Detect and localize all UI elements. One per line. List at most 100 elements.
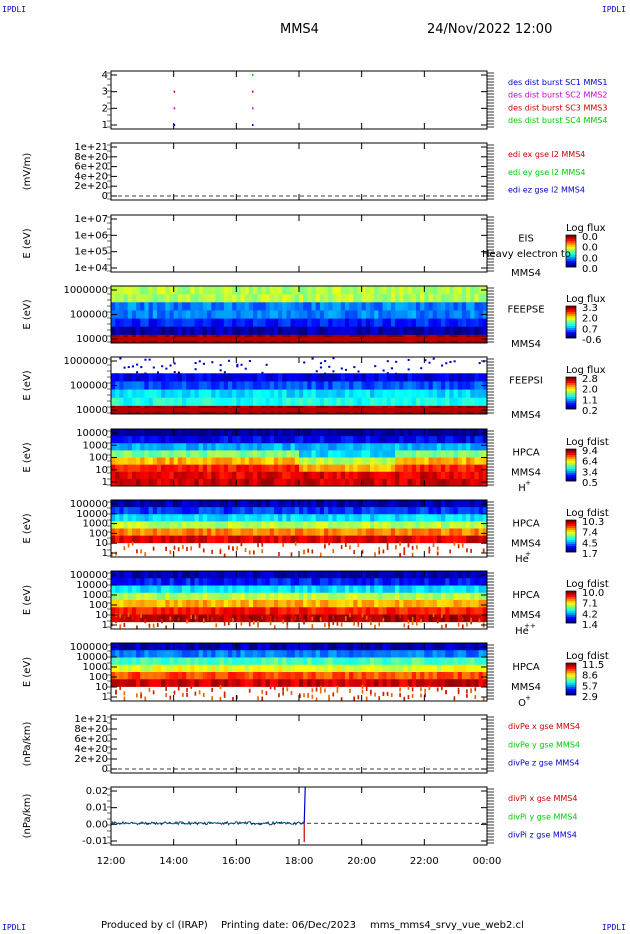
spectrogram-cell [386,457,392,466]
colorbar-title: Log flux [566,365,606,376]
spectrogram-cell [144,672,149,680]
spectrogram-cell [131,664,137,673]
colorbar-swatch [566,593,576,596]
spectrogram-cell [311,397,317,407]
spectrogram-cell [319,535,325,544]
panel-6 [107,428,577,487]
spectrogram-cell [253,302,258,311]
spectrogram-cell [407,643,413,651]
spectrogram-cell [223,643,229,651]
spectrogram-speck [186,546,188,551]
spectrogram-speck [328,624,330,629]
spectrogram-speck [136,625,138,630]
spectrogram-cell [445,326,450,336]
spectrogram-cell [198,294,204,303]
spectrogram-cell [328,592,333,601]
spectrogram-cell [441,571,446,579]
spectrogram-cell [390,657,396,666]
spectrogram-cell [403,585,409,594]
spectrogram-cell [115,457,120,466]
spectrogram-cell [466,679,471,687]
spectrogram-cell [202,672,208,680]
spectrogram-cell [478,286,484,295]
spectrogram-speck [227,545,230,550]
spectrogram-cell [478,373,484,382]
spectrogram-cell [311,643,317,651]
spectrogram-cell [236,585,241,594]
spectrogram-cell [319,464,325,473]
spectrogram-cell [140,521,145,529]
spectrogram-cell [353,373,358,382]
spectrogram-cell [407,664,413,673]
y-tick-label: 3 [102,87,108,98]
spectrogram-cell [169,600,175,608]
spectrogram-cell [165,507,170,515]
spectrogram-cell [148,592,154,601]
spectrogram-speck [140,549,142,554]
spectrogram-cell [119,326,124,336]
spectrogram-cell [453,507,459,515]
spectrogram-cell [399,373,404,382]
spectrogram-cell [207,521,212,529]
spacecraft-label: MMS4 [511,339,541,350]
spectrogram-cell [441,381,446,390]
spectrogram-cell [232,436,237,444]
spectrogram-cell [470,507,475,515]
spectrogram-cell [253,373,258,382]
panel-10 [107,714,494,774]
spectrogram-cell [165,657,170,666]
spectrogram-cell [286,507,292,515]
spectrogram-cell [144,650,149,658]
spectrogram-cell [219,672,225,680]
spectrogram-cell [219,535,225,544]
spectrogram-speck [140,366,143,369]
spectrogram-cell [436,585,442,594]
spectrogram-cell [390,643,396,651]
spectrogram-cell [278,650,283,658]
spectrogram-cell [152,373,158,382]
spectrogram-cell [303,672,308,680]
spectrogram-cell [227,318,233,328]
spectrogram-cell [257,535,262,544]
spectrogram-cell [248,429,254,437]
spectrogram-cell [307,514,312,522]
spectrogram-cell [328,650,333,658]
spectrogram-speck [219,612,222,617]
spectrogram-cell [432,585,438,594]
y-tick-label: 0 [102,764,108,775]
spectrogram-cell [361,326,367,336]
spectrogram-cell [227,672,233,680]
spectrogram-cell [399,507,404,515]
spectrogram-cell [395,607,400,615]
spectrogram-cell [340,585,346,594]
instrument-label: HPCA [512,448,540,459]
spectrogram-cell [240,514,246,522]
spectrogram-cell [211,500,216,508]
spectrogram-cell [286,443,292,451]
spectrogram-cell [211,381,216,390]
spectrogram-cell [165,397,170,407]
spectrogram-cell [466,528,471,537]
spectrogram-cell [411,381,417,390]
spectrogram-cell [436,450,442,458]
spectrogram-cell [324,679,329,687]
spectrogram-cell [202,650,208,658]
spectrogram-cell [240,585,246,594]
spectrogram-cell [407,443,413,451]
spectrogram-cell [365,528,371,537]
spectrogram-cell [227,302,233,311]
spectrogram-cell [240,535,246,544]
spectrogram-cell [248,318,254,328]
spectrogram-cell [478,585,484,594]
spectrogram-cell [248,585,254,594]
spectrogram-cell [340,381,346,390]
spectrogram-cell [353,471,358,480]
spectrogram-cell [374,457,379,466]
spectrogram-speck [173,371,176,374]
spectrogram-cell [441,436,446,444]
spectrogram-cell [370,478,375,487]
spectrogram-speck [461,624,464,629]
spectrogram-cell [457,318,463,328]
spectrogram-cell [278,657,283,666]
spectrogram-cell [286,528,292,537]
